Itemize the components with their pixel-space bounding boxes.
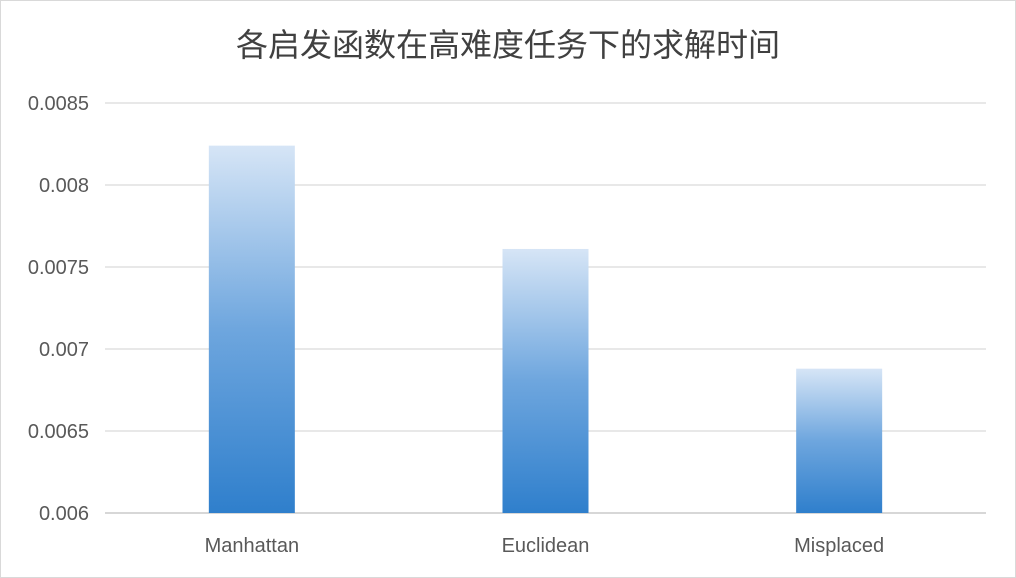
y-tick-label: 0.0075 [28,257,89,279]
y-axis-tick-labels: 0.006 0.0065 0.007 0.0075 0.008 0.0085 [28,93,89,525]
bar-manhattan [208,145,295,513]
bar-misplaced [796,368,883,513]
x-axis-category-labels: Manhattan Euclidean Misplaced [205,535,885,557]
bar-euclidean [502,248,589,513]
x-category-label: Euclidean [502,535,590,557]
y-tick-label: 0.008 [39,175,89,197]
y-tick-label: 0.007 [39,339,89,361]
y-tick-label: 0.0065 [28,421,89,443]
x-category-label: Misplaced [794,535,884,557]
x-category-label: Manhattan [205,535,300,557]
y-tick-label: 0.006 [39,503,89,525]
chart-title: 各启发函数在高难度任务下的求解时间 [236,26,780,64]
bars [208,145,883,513]
y-tick-label: 0.0085 [28,93,89,115]
